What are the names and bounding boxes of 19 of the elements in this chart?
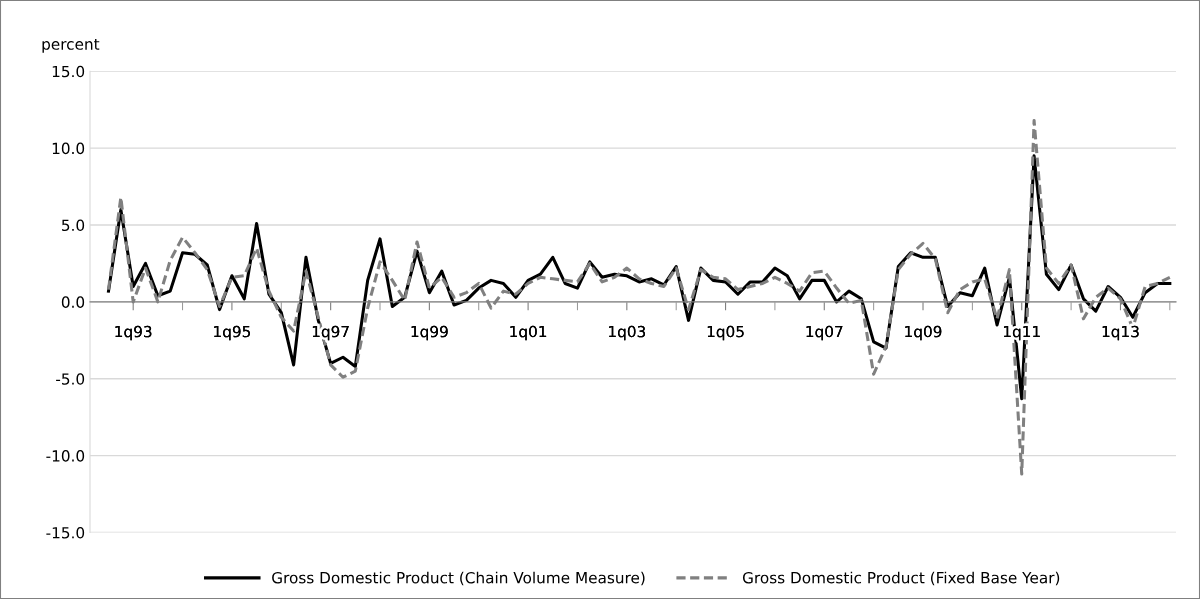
y-axis-title: percent [42,38,100,53]
x-tick-label: 1q93 [115,325,152,341]
x-tick-label: 1q09 [905,325,942,341]
x-tick-label: 1q03 [609,325,646,341]
x-tick-label: 1q13 [1102,325,1139,341]
x-tick-label: 1q95 [214,325,251,341]
x-tick-label: 1q05 [707,325,744,341]
y-tick-label: -5.0 [56,373,85,385]
y-tick-label: 15.0 [52,65,85,78]
x-tick-label: 1q99 [411,325,448,341]
x-tick-label: 1q07 [806,325,843,341]
y-tick-label: -15.0 [46,526,85,539]
x-tick-label: 1q01 [510,325,547,341]
legend-label: Gross Domestic Product (Fixed Base Year) [742,571,1060,586]
y-tick-label: -10.0 [46,450,85,462]
y-tick-label: 5.0 [62,219,85,232]
y-tick-label: 0.0 [61,296,85,308]
legend-label: Gross Domestic Product (Chain Volume Measure) [272,571,645,586]
y-tick-label: 10.0 [52,142,85,155]
